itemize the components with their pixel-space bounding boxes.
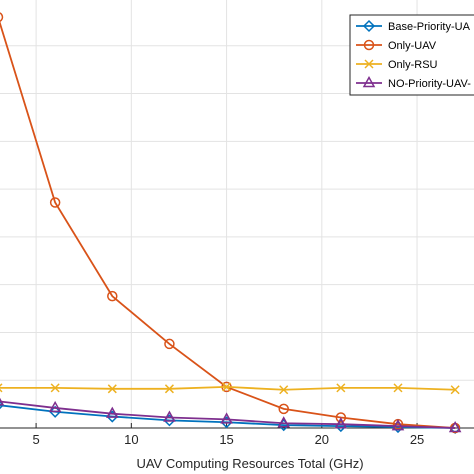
- series-2-point-8: [450, 385, 460, 395]
- x-tick-label-3: 20: [315, 432, 329, 447]
- series-1-point-2: [107, 290, 118, 302]
- x-tick-labels: 5 10 15 20 25: [32, 432, 424, 447]
- x-tick-label-0: 5: [32, 432, 39, 447]
- series-1-point-3: [164, 338, 175, 350]
- series-3-point-2: [106, 406, 119, 418]
- series-2-point-4: [222, 382, 232, 392]
- legend-label-0: Base-Priority-UA: [388, 21, 471, 33]
- series-2: [0, 382, 460, 395]
- plot-frame: [0, 427, 474, 429]
- legend-label-3: NO-Priority-UAV-: [388, 78, 471, 90]
- x-axis-label: UAV Computing Resources Total (GHz): [136, 456, 363, 471]
- legend-marker-1: [363, 39, 375, 51]
- x-tick-label-1: 10: [124, 432, 138, 447]
- series-1-point-6: [335, 412, 347, 423]
- series-0-point-1: [49, 405, 62, 418]
- series-2-point-1: [50, 383, 60, 393]
- series-2-point-7: [393, 383, 403, 393]
- series-1-point-0: [0, 12, 4, 22]
- legend-marker-3: [362, 75, 376, 88]
- series-3-point-1: [48, 400, 62, 413]
- series-2-point-0: [0, 383, 3, 393]
- series-layer: [0, 12, 462, 435]
- series-2-point-3: [164, 384, 174, 394]
- legend-marker-2: [364, 59, 374, 69]
- series-3-point-3: [163, 410, 176, 422]
- legend-entry-2: Only-RSU: [356, 59, 438, 71]
- legend-entry-1: Only-UAV: [356, 39, 437, 52]
- legend-label-2: Only-RSU: [388, 59, 438, 71]
- series-3-point-4: [220, 412, 233, 424]
- legend-entry-0: Base-Priority-UA: [356, 19, 471, 33]
- series-3: [0, 397, 462, 433]
- series-2-point-2: [107, 384, 117, 394]
- legend-marker-0: [362, 19, 376, 33]
- x-tick-label-2: 15: [219, 432, 233, 447]
- x-tick-label-4: 25: [410, 432, 424, 447]
- series-3-point-8: [448, 420, 462, 433]
- series-3-point-5: [277, 416, 290, 428]
- legend: Base-Priority-UA Only-UAV Only-RSU NO-Prior…: [349, 14, 474, 96]
- series-3-point-6: [334, 417, 348, 429]
- series-0-point-0: [0, 401, 5, 410]
- series-2-point-5: [279, 385, 289, 395]
- series-3-point-7: [391, 419, 405, 431]
- series-1-point-1: [49, 197, 61, 208]
- series-line-3: [0, 400, 456, 429]
- series-3-point-0: [0, 397, 5, 406]
- legend-entry-3: NO-Priority-UAV-: [356, 75, 471, 90]
- series-1-point-5: [278, 403, 289, 415]
- legend-label-1: Only-UAV: [388, 40, 437, 52]
- series-2-point-6: [336, 383, 346, 393]
